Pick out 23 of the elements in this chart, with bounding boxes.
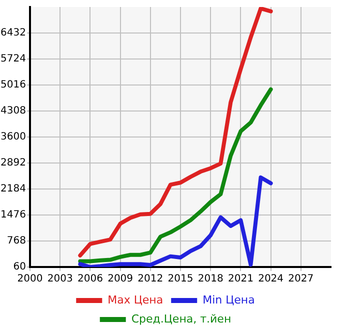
- x-tick-label: 2018: [198, 274, 224, 285]
- y-tick-label: 2184: [0, 184, 26, 195]
- x-tick-label: 2009: [108, 274, 134, 285]
- x-tick-label: 2012: [138, 274, 164, 285]
- y-tick-label: 3600: [0, 132, 26, 143]
- x-tick-label: 2015: [168, 274, 194, 285]
- y-tick-label: 60: [13, 262, 26, 273]
- x-tick-label: 2024: [258, 274, 284, 285]
- y-tick-label: 1476: [0, 210, 26, 221]
- y-tick-label: 2892: [0, 158, 26, 169]
- y-tick-label: 5016: [0, 80, 26, 91]
- legend-label: Min Цена: [202, 293, 255, 306]
- x-tick-label: 2003: [47, 274, 73, 285]
- y-tick-label: 768: [6, 236, 26, 247]
- x-tick-label: 2021: [228, 274, 254, 285]
- legend-label: Сред.Цена, т.йен: [131, 312, 232, 326]
- legend-label: Max Цена: [108, 293, 164, 306]
- x-tick-label: 2027: [288, 274, 314, 285]
- y-tick-label: 6432: [0, 28, 26, 39]
- x-tick-label: 2000: [17, 274, 43, 285]
- y-tick-label: 4308: [0, 106, 26, 117]
- y-tick-label: 5724: [0, 54, 26, 65]
- x-tick-label: 2006: [77, 274, 103, 285]
